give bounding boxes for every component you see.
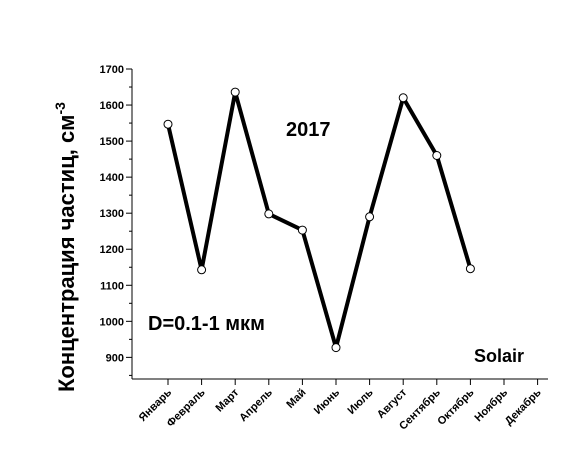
- data-point: [197, 265, 207, 275]
- x-tick-label: Май: [284, 387, 308, 411]
- y-tick-label: 1700: [100, 64, 124, 76]
- annotation-source: Solair: [474, 346, 524, 366]
- data-point: [163, 119, 173, 129]
- data-point: [264, 209, 274, 219]
- y-tick-label: 1100: [100, 280, 124, 292]
- data-point: [230, 87, 240, 97]
- y-tick-label: 1500: [100, 136, 124, 148]
- data-point: [297, 225, 307, 235]
- y-tick-label: 1600: [100, 100, 124, 112]
- y-tick-label: 900: [106, 352, 124, 364]
- x-tick-label: Апрель: [237, 386, 275, 424]
- ticks: [126, 68, 539, 385]
- x-tick-label: Июль: [345, 386, 375, 416]
- data-point: [365, 212, 375, 222]
- y-tick-label: 1000: [100, 316, 124, 328]
- y-axis-label: Концентрация частиц, см-3: [52, 102, 79, 392]
- y-tick-label: 1300: [100, 208, 124, 220]
- x-tick-label: Июнь: [312, 386, 342, 416]
- data-point: [432, 151, 442, 160]
- x-tick-label: Октябрь: [435, 386, 476, 427]
- x-tick-label: Декабрь: [503, 386, 544, 427]
- annotation-size-range: D=0.1-1 мкм: [148, 313, 265, 335]
- annotation-year: 2017: [286, 119, 331, 141]
- y-axis-label-text: Концентрация частиц, см: [54, 115, 79, 392]
- series-line: [166, 90, 473, 350]
- y-tick-label: 1200: [100, 244, 124, 256]
- data-point: [331, 343, 341, 353]
- y-tick-label: 1400: [100, 172, 124, 184]
- data-point: [465, 264, 475, 274]
- data-point: [398, 93, 408, 103]
- x-tick-label: Март: [213, 386, 241, 414]
- series-line-layer: [166, 90, 473, 350]
- series-points-layer: [163, 87, 475, 353]
- y-axis-label-superscript: -3: [52, 102, 68, 115]
